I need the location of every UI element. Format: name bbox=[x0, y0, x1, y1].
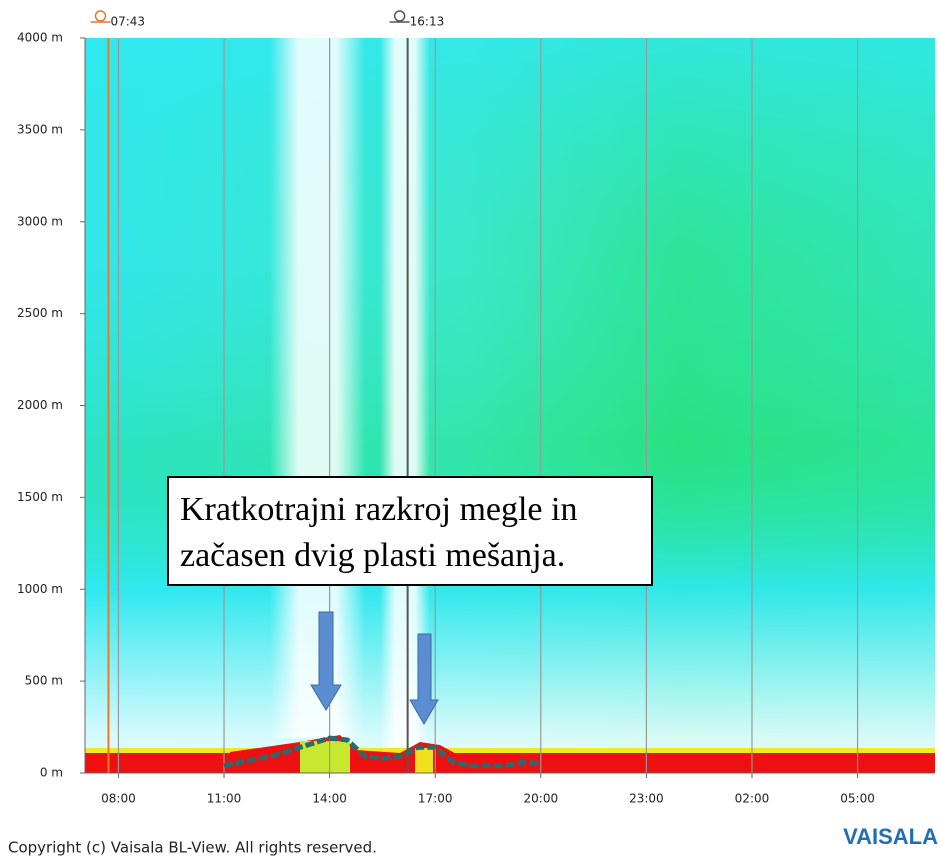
y-tick-label: 0 m bbox=[40, 766, 63, 780]
x-tick-label: 05:00 bbox=[840, 792, 875, 806]
y-tick-label: 2500 m bbox=[17, 306, 63, 320]
y-tick-label: 3000 m bbox=[17, 214, 63, 228]
x-tick-label: 14:00 bbox=[312, 792, 347, 806]
y-tick-label: 4000 m bbox=[17, 31, 63, 45]
y-tick-label: 1000 m bbox=[17, 582, 63, 596]
y-tick-label: 1500 m bbox=[17, 490, 63, 504]
x-tick-label: 11:00 bbox=[207, 792, 242, 806]
x-tick-label: 23:00 bbox=[629, 792, 664, 806]
sun-label: 16:13 bbox=[410, 15, 445, 29]
sun-icon bbox=[94, 10, 107, 22]
x-tick-label: 17:00 bbox=[418, 792, 453, 806]
sun-label: 07:43 bbox=[110, 15, 145, 29]
x-tick-label: 02:00 bbox=[735, 792, 770, 806]
brand: VAISALA bbox=[843, 824, 938, 849]
mixing-layer-line bbox=[223, 735, 542, 769]
annotation: Kratkotrajni razkroj megle in začasen dv… bbox=[167, 476, 653, 586]
sun-icon bbox=[393, 10, 406, 22]
annotation-line: začasen dvig plasti mešanja. bbox=[180, 537, 565, 574]
arrows bbox=[310, 611, 439, 725]
footer: Copyright (c) Vaisala BL-View. All right… bbox=[8, 839, 377, 857]
y-tick-label: 500 m bbox=[25, 674, 63, 688]
y-tick-label: 2000 m bbox=[17, 398, 63, 412]
x-tick-label: 08:00 bbox=[101, 792, 136, 806]
backscatter-field bbox=[85, 38, 935, 773]
x-tick-label: 20:00 bbox=[524, 792, 559, 806]
annotation-line: Kratkotrajni razkroj megle in bbox=[180, 491, 577, 528]
y-tick-label: 3500 m bbox=[17, 122, 63, 136]
